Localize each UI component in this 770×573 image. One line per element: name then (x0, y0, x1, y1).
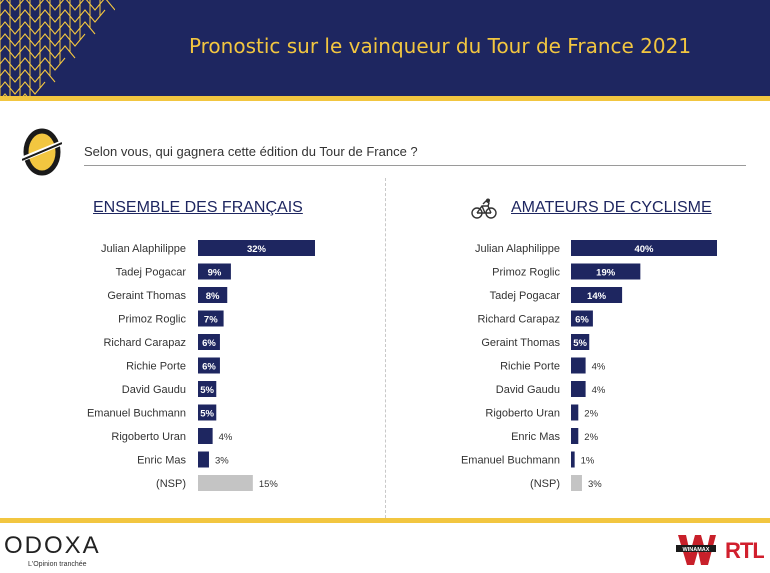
left-category-label: Tadej Pogacar (116, 267, 187, 279)
right-category-label: Richie Porte (500, 361, 560, 373)
chart-ensemble-francais: Julian Alaphilippe 32% Tadej Pogacar 9% Gera… (0, 230, 385, 500)
right-value-label: 4% (592, 362, 606, 373)
chart-ensemble-francais-svg: Julian Alaphilippe 32% Tadej Pogacar 9% Gera… (87, 240, 315, 491)
right-value-label: 3% (588, 479, 602, 490)
right-category-label: (NSP) (530, 478, 560, 490)
right-category-label: Julian Alaphilippe (475, 243, 560, 255)
right-bar (571, 451, 575, 468)
right-bar (571, 475, 582, 491)
left-bar (198, 475, 253, 491)
left-bar (198, 287, 228, 303)
left-category-label: Geraint Thomas (107, 290, 186, 302)
winamax-logo: WINAMAX (676, 535, 716, 565)
right-bar (571, 287, 623, 303)
rtl-wordmark: RTL (725, 538, 764, 562)
right-value-label: 19% (596, 268, 616, 279)
left-value-label: 5% (200, 409, 214, 420)
chart-amateurs-cyclisme: Julian Alaphilippe 40% Primoz Roglic 19% Tad… (386, 230, 770, 500)
odoxa-mark-icon (22, 128, 62, 176)
chart-amateurs-cyclisme-svg: Julian Alaphilippe 40% Primoz Roglic 19% Tad… (461, 240, 717, 491)
right-value-label: 14% (587, 291, 607, 302)
header-divider (0, 96, 770, 101)
right-category-label: Tadej Pogacar (490, 290, 561, 302)
rtl-logo: RTL (725, 538, 764, 562)
right-value-label: 1% (581, 456, 595, 467)
left-bar (198, 451, 209, 468)
left-category-label: Emanuel Buchmann (87, 408, 186, 420)
left-value-label: 6% (202, 362, 216, 373)
right-value-label: 40% (634, 244, 654, 255)
left-category-label: Primoz Roglic (118, 314, 186, 326)
right-category-label: Primoz Roglic (492, 267, 560, 279)
left-value-label: 15% (259, 479, 279, 490)
left-bar (198, 404, 217, 421)
right-bar (571, 263, 641, 280)
right-category-label: David Gaudu (496, 384, 560, 396)
right-category-label: Enric Mas (511, 431, 560, 443)
left-bar (198, 381, 217, 397)
bicycle-icon (471, 198, 497, 219)
winamax-wordmark: WINAMAX (683, 547, 710, 553)
page-title: Pronostic sur le vainqueur du Tour de Fr… (188, 34, 692, 58)
left-value-label: 6% (202, 338, 216, 349)
question-underline (84, 165, 746, 166)
right-value-label: 2% (584, 432, 598, 443)
left-value-label: 5% (200, 385, 214, 396)
left-value-label: 32% (247, 244, 267, 255)
right-category-label: Richard Carapaz (477, 314, 560, 326)
right-bar (571, 310, 593, 327)
left-category-label: Richard Carapaz (103, 337, 186, 349)
footer-divider (0, 518, 770, 523)
right-value-label: 6% (575, 315, 589, 326)
right-value-label: 4% (592, 385, 606, 396)
odoxa-tagline: L'Opinion tranchée (28, 561, 87, 568)
header-banner: Pronostic sur le vainqueur du Tour de Fr… (0, 0, 770, 96)
odoxa-logo: ODOXA (4, 532, 101, 559)
right-category-label: Emanuel Buchmann (461, 455, 560, 467)
chevron-pattern-icon (0, 0, 115, 96)
left-category-label: Julian Alaphilippe (101, 243, 186, 255)
right-bar (571, 404, 579, 421)
right-panel-title: AMATEURS DE CYCLISME (511, 199, 712, 216)
left-category-label: Rigoberto Uran (111, 431, 186, 443)
left-category-label: Richie Porte (126, 361, 186, 373)
left-value-label: 3% (215, 456, 229, 467)
right-value-label: 2% (584, 409, 598, 420)
right-category-label: Rigoberto Uran (485, 408, 560, 420)
right-bar (571, 240, 717, 256)
left-category-label: Enric Mas (137, 455, 186, 467)
left-panel-title: ENSEMBLE DES FRANÇAIS (93, 199, 303, 216)
left-bar (198, 428, 213, 444)
right-bar (571, 357, 586, 374)
right-value-label: 5% (573, 338, 587, 349)
panel-divider (385, 178, 386, 518)
left-category-label: David Gaudu (122, 384, 186, 396)
right-bar (571, 381, 586, 397)
left-bar (198, 310, 224, 327)
survey-question: Selon vous, qui gagnera cette édition du… (84, 144, 418, 159)
left-value-label: 4% (219, 432, 233, 443)
left-bar (198, 263, 231, 280)
left-category-label: (NSP) (156, 478, 186, 490)
left-bar (198, 334, 220, 350)
left-value-label: 9% (208, 268, 222, 279)
right-bar (571, 428, 579, 444)
right-category-label: Geraint Thomas (481, 337, 560, 349)
left-bar (198, 240, 315, 256)
left-value-label: 7% (204, 315, 218, 326)
left-value-label: 8% (206, 291, 220, 302)
right-bar (571, 334, 590, 350)
left-bar (198, 357, 220, 374)
